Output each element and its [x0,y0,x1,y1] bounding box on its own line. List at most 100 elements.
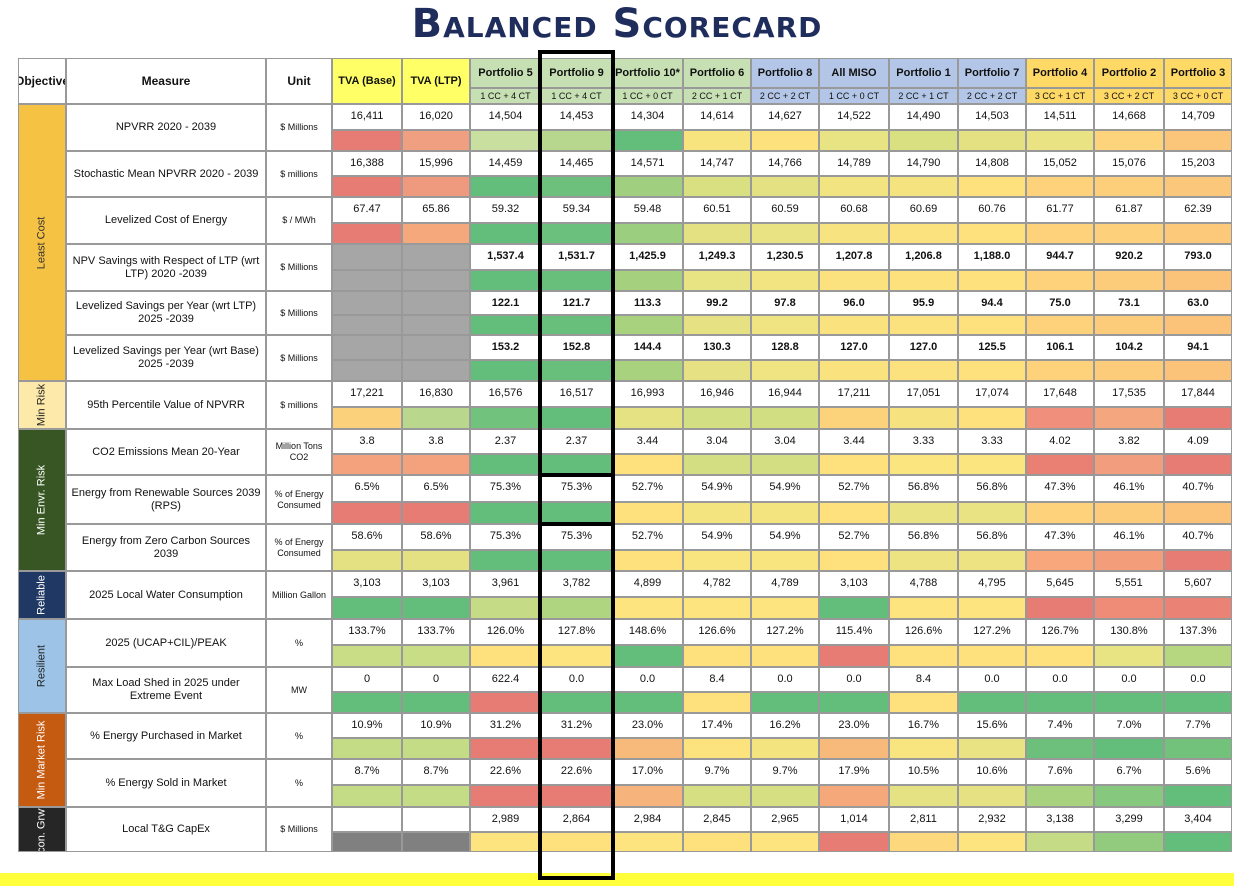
value-color-cell [819,832,889,852]
value-cell: 14,808 [958,151,1026,176]
measure-label: CO2 Emissions Mean 20-Year [66,429,266,475]
measure-header: Measure [66,58,266,104]
value-color-cell [541,597,612,619]
value-color-cell [332,176,402,197]
objective-group: Reliable [18,571,66,619]
value-color-cell [1164,502,1232,524]
value-color-cell [402,832,470,852]
value-cell: 9.7% [683,759,751,785]
value-color-cell [1026,597,1094,619]
value-color-cell [889,645,958,667]
value-color-cell [1164,130,1232,151]
column-header[interactable]: Portfolio 1 [889,58,958,88]
value-cell: 58.6% [332,524,402,550]
value-color-cell [541,176,612,197]
column-config: 1 CC + 0 CT [819,88,889,104]
column-header[interactable]: Portfolio 4 [1026,58,1094,88]
value-color-cell [541,785,612,807]
value-color-cell [1026,692,1094,713]
value-color-cell [332,785,402,807]
objective-group: Least Cost [18,104,66,381]
column-header[interactable]: Portfolio 7 [958,58,1026,88]
value-color-cell [958,360,1026,381]
value-color-cell [1164,270,1232,291]
value-color-cell [1094,176,1164,197]
value-color-cell [958,597,1026,619]
value-color-cell [612,407,683,429]
value-cell: 17,051 [889,381,958,407]
value-cell: 10.9% [332,713,402,738]
column-header[interactable]: TVA (LTP) [402,58,470,104]
value-cell: 16,576 [470,381,541,407]
column-header[interactable]: Portfolio 9 [541,58,612,88]
value-color-cell [402,502,470,524]
value-cell: 3,299 [1094,807,1164,832]
value-color-cell [1164,454,1232,475]
value-cell: 15,052 [1026,151,1094,176]
value-cell: 10.9% [402,713,470,738]
value-cell: 3.04 [751,429,819,454]
value-color-cell [541,645,612,667]
value-cell: 130.8% [1094,619,1164,645]
value-color-cell [889,223,958,244]
objective-group: Min Risk [18,381,66,429]
value-color-cell [470,130,541,151]
value-cell: 104.2 [1094,335,1164,360]
column-header[interactable]: Portfolio 3 [1164,58,1232,88]
value-cell: 14,766 [751,151,819,176]
value-cell: 9.7% [751,759,819,785]
unit-label: % of Energy Consumed [266,475,332,524]
value-cell: 2,989 [470,807,541,832]
value-cell: 5.6% [1164,759,1232,785]
value-color-cell [1094,692,1164,713]
value-cell: 46.1% [1094,475,1164,502]
value-cell: 56.8% [958,524,1026,550]
value-cell: 0.0 [819,667,889,692]
value-color-cell [889,315,958,335]
column-config: 3 CC + 1 CT [1026,88,1094,104]
value-cell: 14,614 [683,104,751,130]
column-header[interactable]: Portfolio 10* [612,58,683,88]
value-color-cell [751,176,819,197]
value-color-cell [402,360,470,381]
column-header[interactable]: Portfolio 8 [751,58,819,88]
value-color-cell [470,738,541,759]
measure-label: Max Load Shed in 2025 under Extreme Even… [66,667,266,713]
value-cell: 130.3 [683,335,751,360]
column-header[interactable]: All MISO [819,58,889,88]
value-cell: 99.2 [683,291,751,315]
column-header[interactable]: Portfolio 2 [1094,58,1164,88]
column-header[interactable]: TVA (Base) [332,58,402,104]
value-cell: 8.7% [402,759,470,785]
value-cell: 16,020 [402,104,470,130]
value-cell: 52.7% [819,524,889,550]
value-color-cell [1094,832,1164,852]
value-cell [402,244,470,270]
value-color-cell [470,785,541,807]
value-cell: 23.0% [819,713,889,738]
value-cell: 40.7% [1164,524,1232,550]
value-cell: 75.0 [1026,291,1094,315]
value-color-cell [958,832,1026,852]
value-cell: 3.8 [332,429,402,454]
objective-label: Min Risk [35,383,48,427]
column-header[interactable]: Portfolio 5 [470,58,541,88]
value-color-cell [889,832,958,852]
objective-label: Least Cost [35,216,48,269]
value-cell: 1,206.8 [889,244,958,270]
value-cell: 47.3% [1026,524,1094,550]
value-color-cell [402,785,470,807]
column-header[interactable]: Portfolio 6 [683,58,751,88]
value-color-cell [612,130,683,151]
measure-label: Levelized Savings per Year (wrt LTP) 202… [66,291,266,335]
value-cell: 47.3% [1026,475,1094,502]
value-color-cell [958,692,1026,713]
value-color-cell [332,550,402,571]
value-color-cell [1026,176,1094,197]
value-cell: 17.4% [683,713,751,738]
value-cell: 94.1 [1164,335,1232,360]
value-color-cell [1164,738,1232,759]
value-cell: 14,747 [683,151,751,176]
value-color-cell [819,407,889,429]
value-cell: 4,788 [889,571,958,597]
